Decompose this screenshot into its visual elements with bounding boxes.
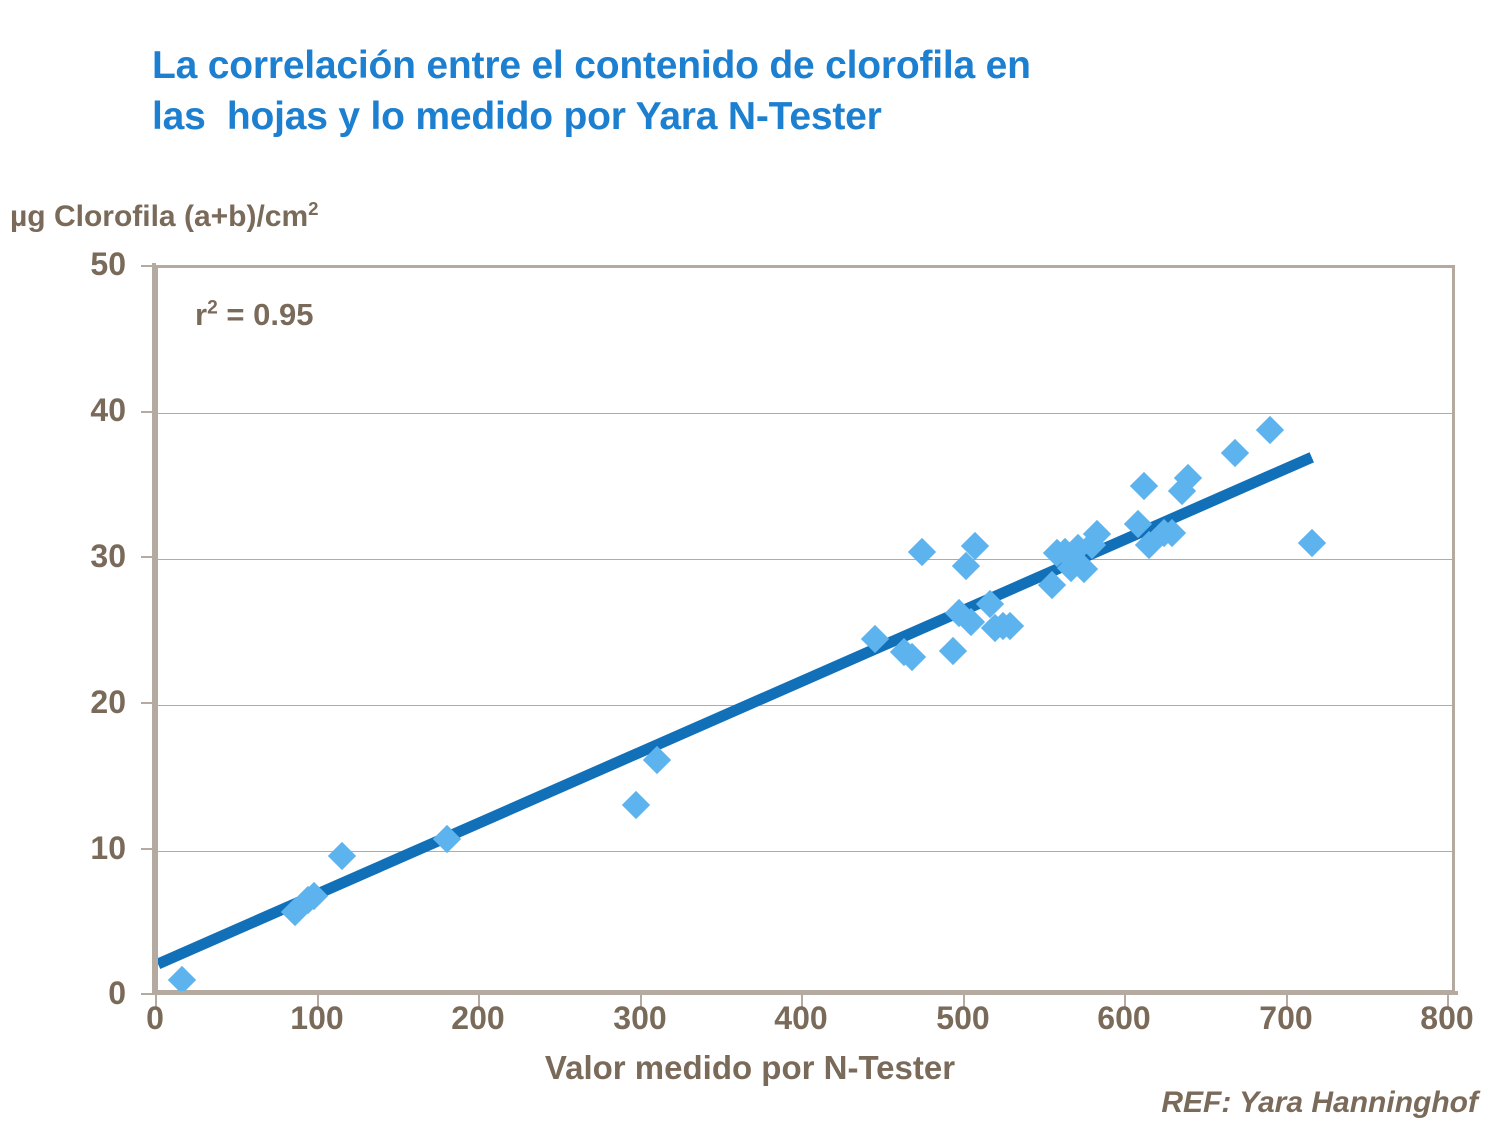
- r-squared-superscript: 2: [207, 297, 218, 319]
- x-tick-label-400: 400: [774, 1000, 828, 1036]
- x-tick-mark-800: [1447, 995, 1449, 1008]
- x-tick-mark-0: [155, 995, 157, 1008]
- x-tick-label-100: 100: [290, 1000, 344, 1036]
- trendline: [158, 452, 1314, 970]
- x-tick-mark-600: [1124, 995, 1126, 1008]
- gridline-20: [158, 705, 1452, 706]
- x-tick-label-0: 0: [146, 1000, 164, 1036]
- y-tick-mark-10: [141, 848, 154, 850]
- reference-note: REF: Yara Hanninghof: [1161, 1086, 1478, 1119]
- y-axis-title-superscript: 2: [308, 198, 319, 219]
- x-tick-mark-500: [963, 995, 965, 1008]
- x-tick-label-200: 200: [451, 1000, 505, 1036]
- x-axis-title: Valor medido por N-Tester: [544, 1049, 956, 1086]
- page-title-line-2: las hojas y lo medido por Yara N-Tester: [152, 95, 882, 139]
- page-title: La correlación entre el contenido de clo…: [152, 40, 1402, 143]
- scatter-point: [1255, 415, 1284, 444]
- x-tick-mark-400: [801, 995, 803, 1008]
- y-axis-title-text: µg Clorofila (a+b)/cm: [10, 200, 309, 233]
- y-tick-mark-50: [141, 265, 154, 267]
- scatter-point: [327, 842, 356, 871]
- page-title-line-1: La correlación entre el contenido de clo…: [152, 44, 1031, 87]
- x-tick-label-500: 500: [936, 1000, 990, 1036]
- plot-area: [155, 265, 1455, 995]
- x-tick-label-700: 700: [1259, 1000, 1313, 1036]
- scatter-point: [433, 824, 462, 853]
- scatter-point: [1297, 529, 1326, 558]
- scatter-point: [168, 965, 197, 995]
- r-squared-value: = 0.95: [217, 297, 314, 332]
- y-tick-label-0: 0: [108, 975, 126, 1011]
- x-axis-line: [152, 991, 1458, 995]
- y-tick-label-50: 50: [90, 246, 126, 282]
- scatter-point: [907, 537, 936, 567]
- y-tick-label-10: 10: [90, 830, 126, 866]
- scatter-point: [621, 791, 650, 820]
- y-axis-title: µg Clorofila (a+b)/cm2: [10, 198, 319, 234]
- y-tick-mark-20: [141, 702, 154, 704]
- y-axis-line: [152, 263, 156, 995]
- x-tick-mark-300: [640, 995, 642, 1008]
- r-squared-annotation: r2 = 0.95: [195, 297, 313, 333]
- scatter-point: [1221, 438, 1250, 468]
- x-tick-label-300: 300: [613, 1000, 667, 1036]
- x-tick-mark-700: [1286, 995, 1288, 1008]
- y-tick-label-30: 30: [90, 538, 126, 574]
- y-tick-label-40: 40: [90, 392, 126, 428]
- x-tick-label-800: 800: [1420, 1000, 1474, 1036]
- y-tick-mark-40: [141, 411, 154, 413]
- y-tick-mark-30: [141, 556, 154, 558]
- r-squared-prefix: r: [195, 297, 208, 332]
- gridline-30: [158, 559, 1452, 560]
- scatter-point: [1130, 472, 1159, 501]
- y-tick-mark-0: [141, 993, 154, 995]
- scatter-point: [860, 625, 889, 654]
- x-tick-mark-100: [317, 995, 319, 1008]
- scatter-point: [1037, 571, 1066, 600]
- x-tick-label-600: 600: [1097, 1000, 1151, 1036]
- scatter-point: [938, 636, 967, 666]
- scatter-point: [642, 745, 672, 775]
- gridline-40: [158, 413, 1452, 414]
- x-tick-mark-200: [478, 995, 480, 1008]
- y-tick-label-20: 20: [90, 684, 126, 720]
